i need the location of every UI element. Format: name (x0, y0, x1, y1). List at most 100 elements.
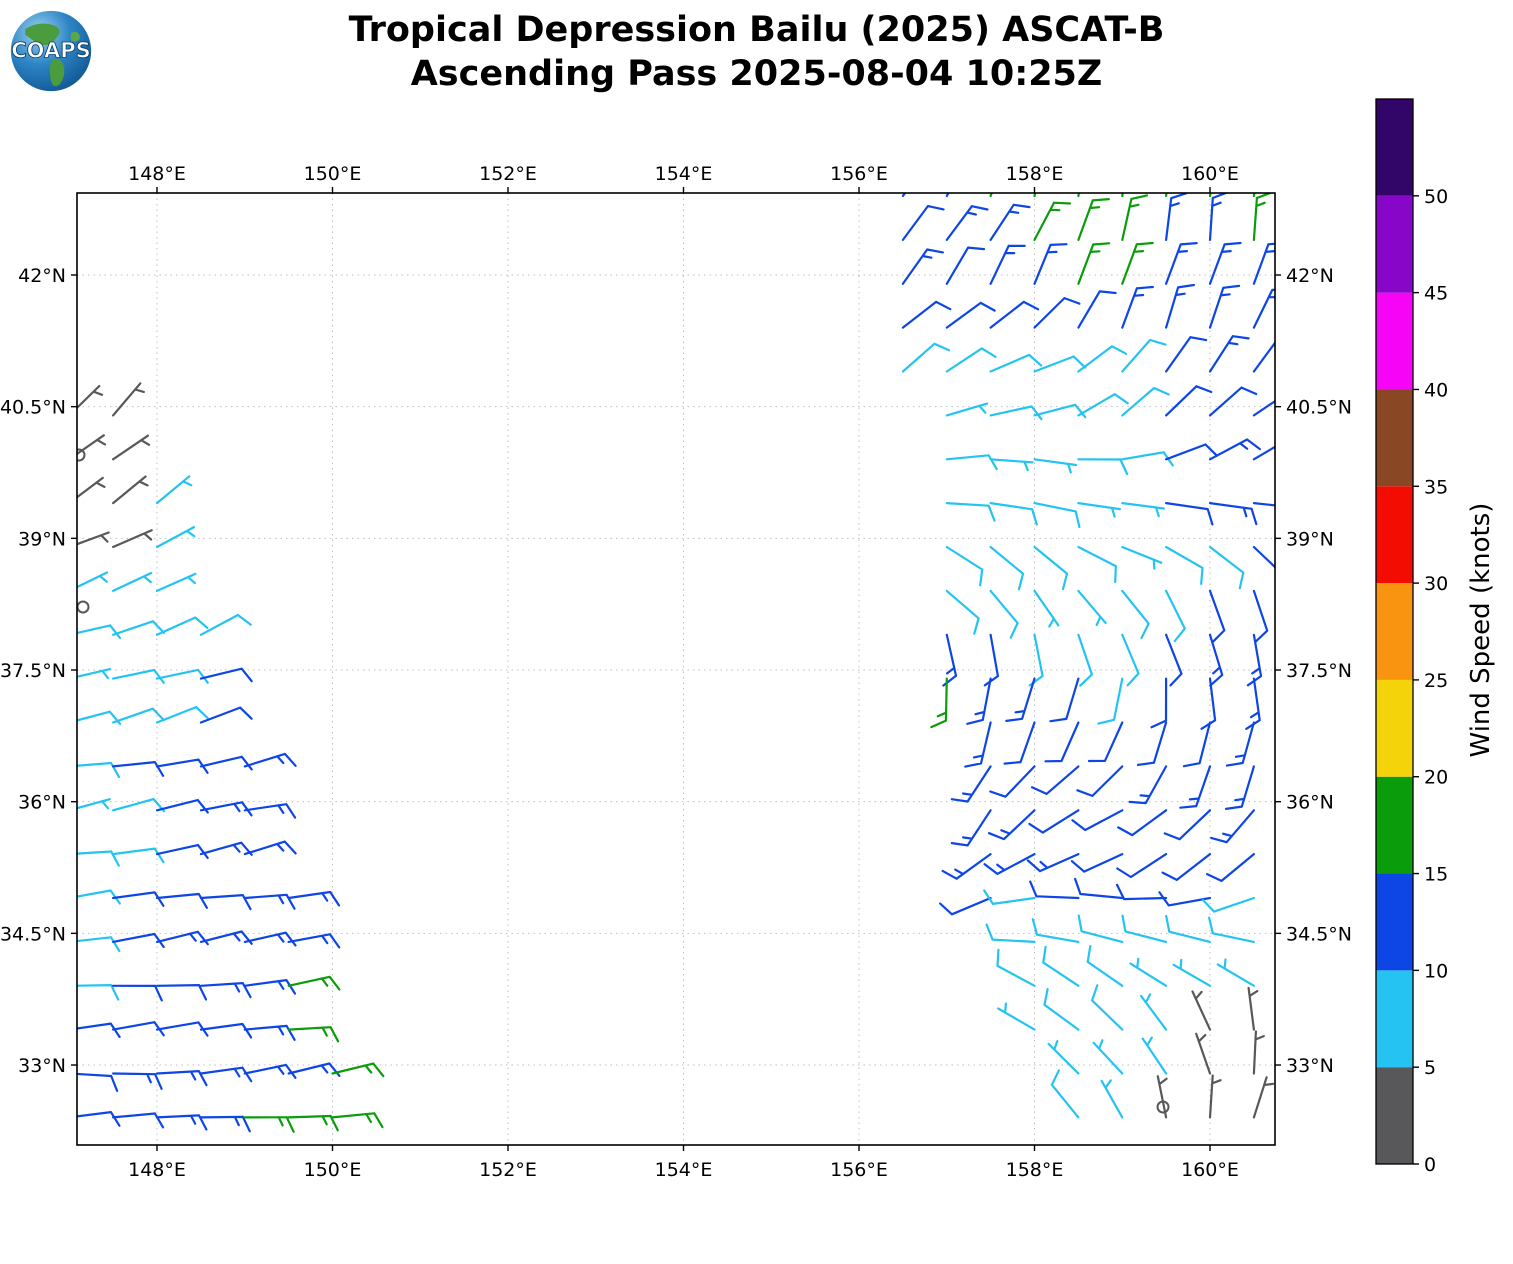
wind-barb (155, 984, 208, 1001)
axis-tick-label: 148°E (128, 163, 186, 185)
wind-barb (1225, 721, 1255, 767)
wind-barb (243, 931, 297, 947)
wind-barb (1139, 993, 1168, 1031)
wind-barb (77, 936, 121, 952)
colorbar: 0 5 10 15 20 25 30 35 40 45 50 (1375, 98, 1448, 1176)
wind-barb (331, 1112, 384, 1129)
wind-barb (989, 203, 1031, 241)
wind-barb (77, 984, 120, 1001)
axis-tick-label: 34.5°N (1286, 923, 1352, 945)
wind-barb (77, 668, 112, 680)
axis-tick-label: 152°E (479, 163, 537, 185)
wind-barb (77, 571, 109, 589)
wind-barb (1208, 1074, 1222, 1119)
wind-barb (1121, 545, 1163, 570)
wind-barb (155, 799, 209, 814)
wind-barb (1091, 984, 1124, 1031)
wind-barb (1028, 809, 1080, 834)
wind-barb (1208, 284, 1241, 329)
wind-barb (1121, 241, 1154, 285)
wind-barb (112, 529, 153, 549)
wind-barb (1033, 502, 1081, 529)
wind-barb (1033, 545, 1069, 591)
wind-barb (1165, 242, 1198, 285)
barb-layer (77, 193, 1275, 1133)
wind-barb (287, 933, 341, 949)
wind-barb (901, 248, 944, 285)
wind-barb (901, 342, 951, 373)
wind-barb (901, 205, 945, 241)
wind-barb (1172, 958, 1212, 987)
wind-barb (243, 1063, 297, 1079)
wind-barb (155, 1070, 208, 1087)
axis-tick-label: 156°E (830, 163, 888, 185)
wind-barb (112, 1112, 165, 1129)
wind-barb (1252, 193, 1273, 241)
wind-barb (1165, 502, 1214, 526)
wind-barb (155, 930, 209, 946)
wind-barb (243, 1024, 296, 1041)
wind-barb (1252, 545, 1275, 580)
wind-barb (112, 434, 151, 461)
wind-barb (1252, 1076, 1275, 1119)
wind-barb (1033, 458, 1078, 474)
wind-barb (1206, 853, 1255, 882)
wind-barb (243, 893, 296, 910)
wind-barb (1252, 502, 1275, 507)
wind-barb (1195, 1032, 1212, 1075)
wind-barb (1043, 988, 1080, 1031)
wind-barb (1121, 589, 1150, 640)
wind-barb (112, 382, 145, 417)
wind-barb (1100, 1079, 1124, 1119)
axis-tick-label: 33°N (1286, 1055, 1334, 1077)
axis-tick-label: 39°N (1286, 528, 1334, 550)
coaps-logo-text: COAPS (11, 38, 91, 63)
wind-barb (199, 841, 253, 856)
wind-barb (945, 589, 980, 635)
colorbar-segment (1376, 1067, 1413, 1164)
wind-barb (901, 300, 952, 329)
wind-barb (1071, 809, 1124, 832)
wind-barb (243, 1116, 295, 1133)
wind-barb (989, 502, 1038, 526)
wind-barb (1252, 589, 1269, 643)
wind-barb (155, 892, 208, 909)
axis-tick-label: 36°N (18, 792, 66, 814)
wind-barb (112, 668, 165, 684)
axis-tick-label: 37.5°N (0, 660, 66, 682)
wind-barb (1005, 677, 1036, 722)
colorbar-segment (1376, 970, 1413, 1068)
colorbar-segment (1376, 486, 1413, 584)
wind-barb (199, 982, 252, 999)
wind-barb (155, 706, 209, 724)
wind-barb (1077, 193, 1080, 198)
wind-barb (1033, 201, 1072, 241)
wind-barb (155, 475, 193, 505)
wind-barb (983, 853, 1036, 875)
wind-barb (1208, 545, 1245, 590)
wind-barb (989, 244, 1026, 285)
wind-barb (1029, 880, 1080, 900)
wind-barb (950, 765, 992, 803)
wind-barb (1077, 545, 1117, 584)
wind-barb (1150, 677, 1168, 729)
colorbar-segment (1376, 583, 1413, 680)
colorbar-tick-label: 30 (1424, 573, 1448, 595)
axis-tick-label: 152°E (479, 1159, 537, 1181)
wind-barb (287, 1026, 340, 1043)
colorbar-segment (1376, 776, 1413, 874)
axis-tick-label: 34.5°N (0, 923, 66, 945)
axis-tick-label: 154°E (655, 163, 713, 185)
wind-barb (1049, 677, 1080, 723)
wind-barb (1165, 443, 1218, 461)
wind-barb (112, 932, 165, 949)
wind-barb (941, 853, 992, 880)
wind-barb (1077, 502, 1121, 518)
wind-barb (1077, 242, 1111, 285)
wind-barb (1252, 1030, 1265, 1075)
wind-barb (77, 434, 107, 456)
wind-barb (945, 502, 996, 522)
colorbar-segment (1376, 195, 1413, 293)
wind-barb (901, 193, 907, 198)
wind-barb (1121, 914, 1168, 943)
